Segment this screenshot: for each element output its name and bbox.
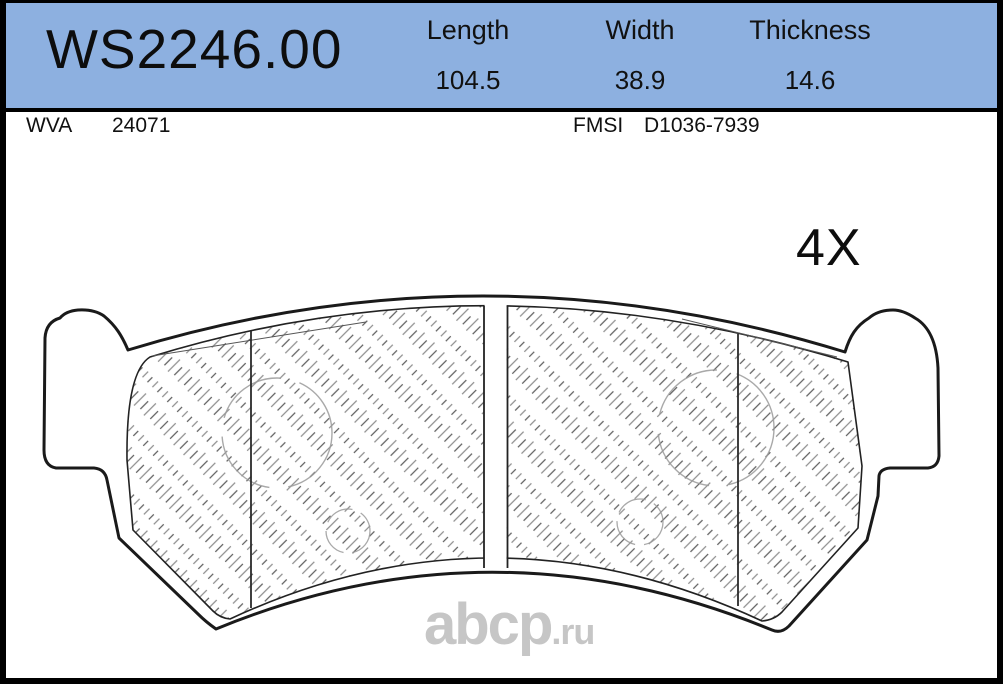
spec-header: WS2246.00 Length 104.5 Width 38.9 Thickn… (6, 3, 997, 112)
phantom-circle-left-small (325, 508, 371, 554)
chamfer-line-right (681, 318, 838, 358)
dimension-thickness: Thickness 14.6 (720, 3, 900, 108)
wva-label: WVA (26, 114, 73, 137)
cross-reference-row: WVA 24071 FMSI D1036-7939 (0, 114, 1008, 140)
wva-value: 24071 (112, 114, 171, 137)
phantom-circle-right-large (657, 369, 775, 487)
watermark: abcp.ru (424, 596, 595, 654)
dimension-length: Length 104.5 (378, 3, 558, 108)
phantom-circle-right-small (616, 498, 664, 546)
fmsi-value: D1036-7939 (644, 114, 760, 137)
width-value: 38.9 (614, 65, 666, 95)
watermark-suffix: .ru (551, 611, 595, 652)
quantity-label: 4X (796, 219, 862, 277)
dimension-width: Width 38.9 (550, 3, 730, 108)
watermark-text: abcp (424, 592, 553, 657)
fmsi-label: FMSI (573, 114, 624, 137)
thickness-label: Thickness (749, 15, 871, 45)
thickness-value: 14.6 (784, 65, 836, 95)
chamfer-line-left (151, 321, 367, 357)
center-slot (483, 299, 509, 571)
length-label: Length (426, 15, 510, 45)
length-value: 104.5 (435, 65, 501, 95)
backing-plate-outline (42, 294, 941, 633)
phantom-circle-left-large (221, 377, 333, 489)
part-number: WS2246.00 (46, 18, 343, 80)
width-label: Width (605, 15, 675, 45)
